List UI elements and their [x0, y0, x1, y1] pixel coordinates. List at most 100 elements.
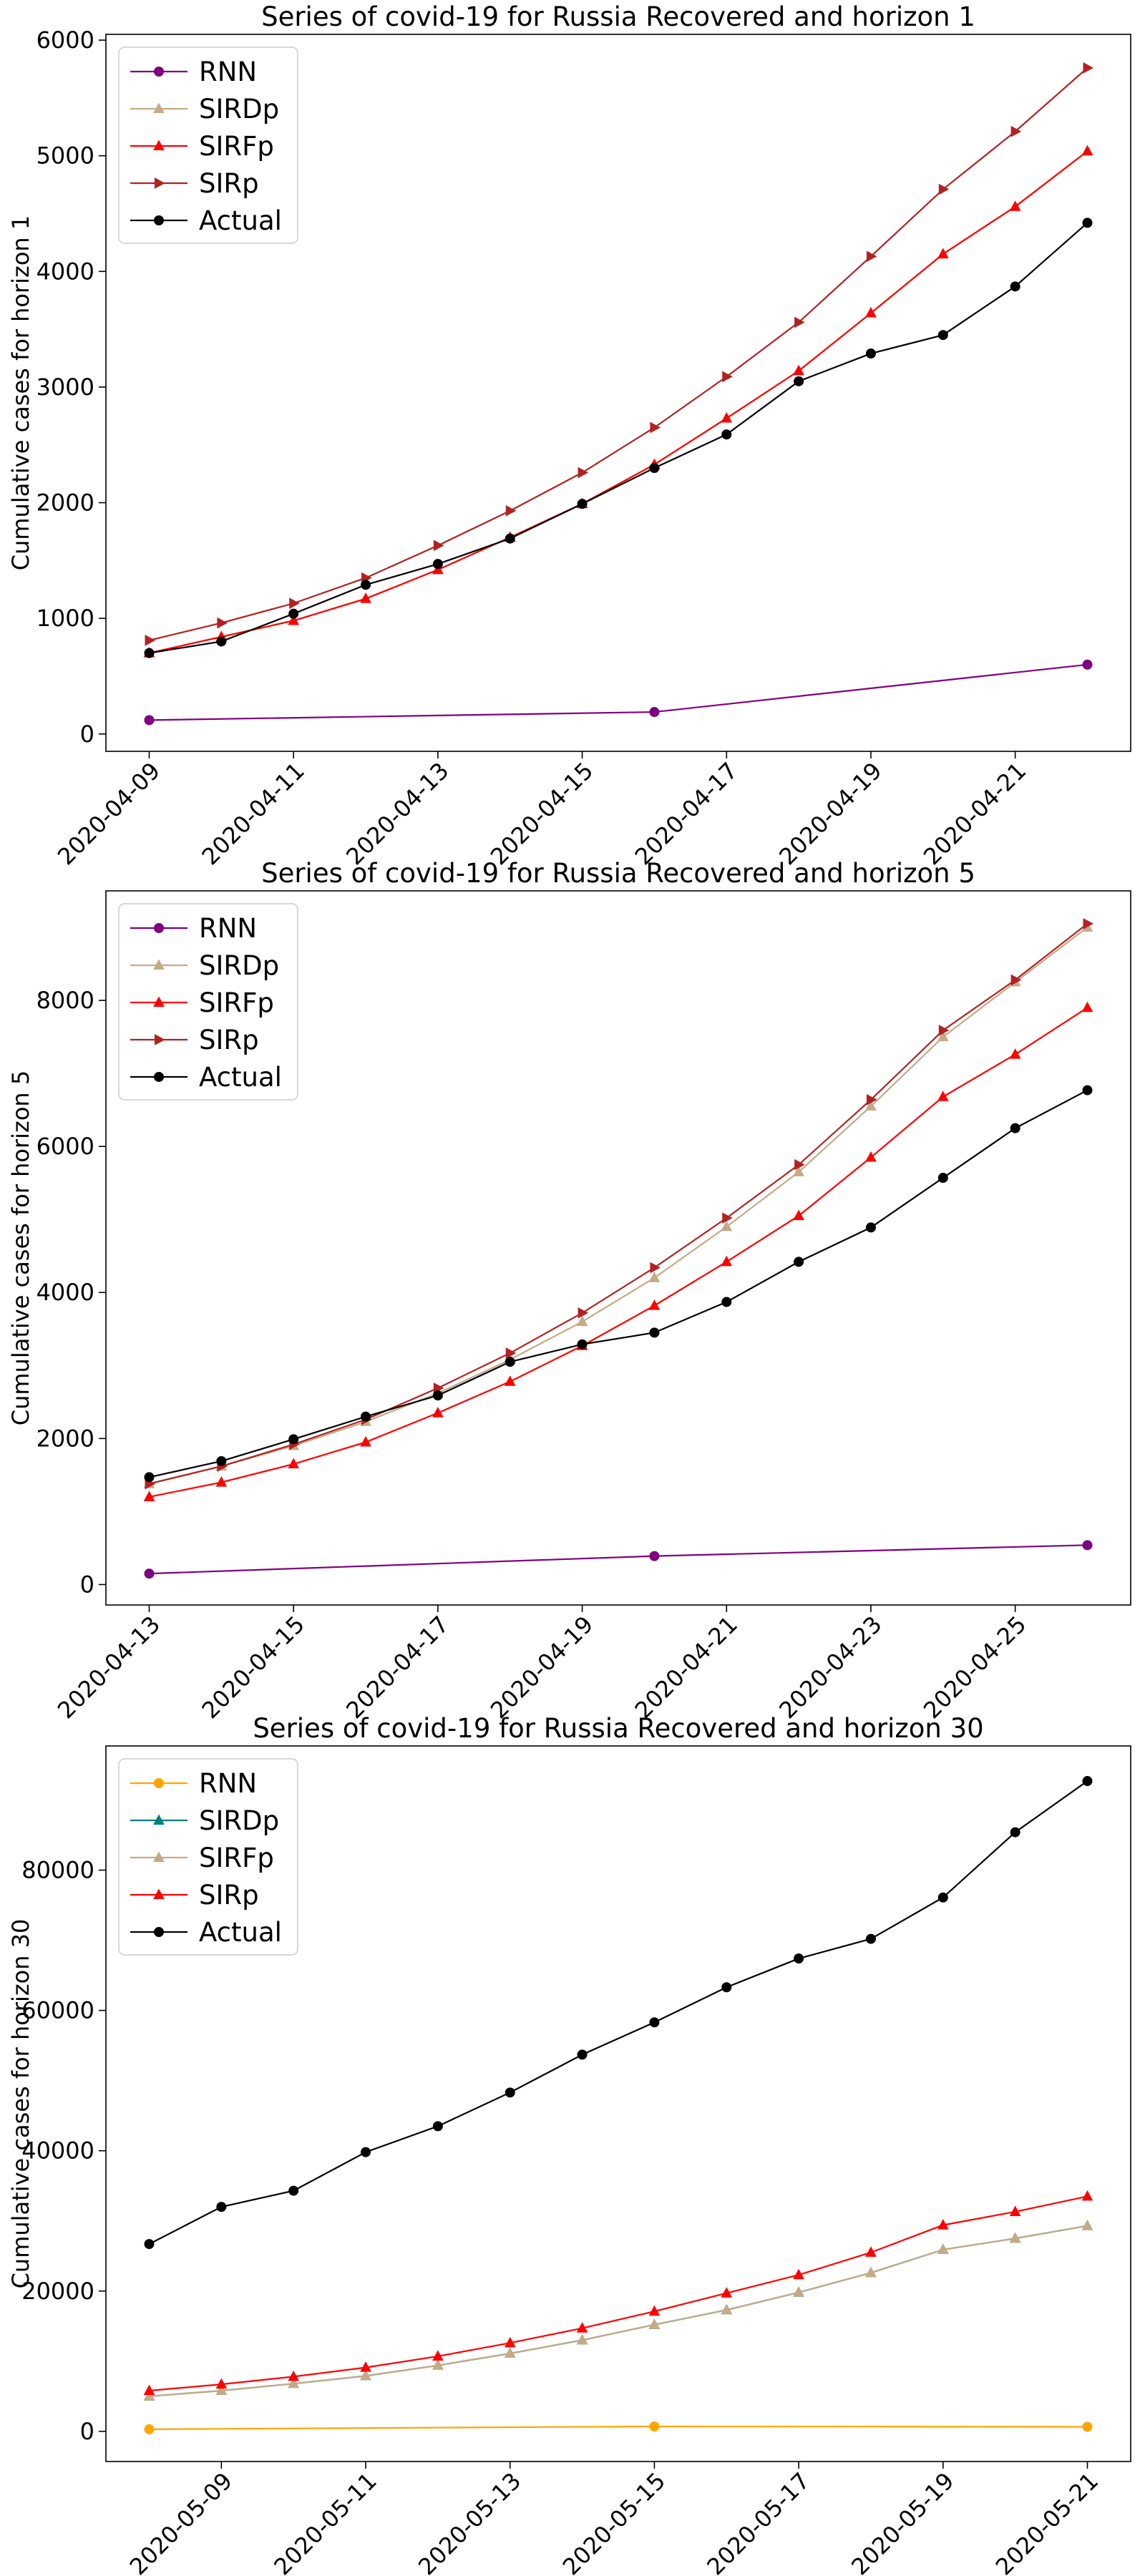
data-point-sirp: [288, 2370, 300, 2381]
y-tick-label: 5000: [36, 142, 94, 170]
data-point-sirp: [937, 2219, 949, 2230]
data-point-rnn: [649, 1551, 660, 1561]
data-point-actual: [577, 2049, 588, 2060]
data-point-sirp: [650, 1262, 661, 1274]
data-point-actual: [144, 648, 155, 658]
data-point-sirp: [1081, 2190, 1093, 2201]
data-point-sirfp: [360, 592, 371, 603]
series-line-sirfp: [149, 2225, 1088, 2397]
data-point-rnn: [649, 2421, 660, 2431]
legend-label: Actual: [199, 1062, 282, 1093]
y-tick-label: 2000: [36, 1425, 94, 1452]
data-point-sirfp: [793, 1209, 804, 1221]
y-tick-label: 4000: [36, 258, 94, 285]
data-point-sirfp: [143, 1491, 155, 1501]
data-point-actual: [1010, 281, 1020, 292]
data-point-sirfp: [1009, 200, 1021, 211]
series-line-actual: [149, 1089, 1088, 1478]
y-tick-label: 2000: [36, 489, 94, 517]
data-point-actual: [432, 1390, 443, 1401]
data-point-rnn: [649, 707, 660, 718]
legend-swatch-marker: [154, 1927, 164, 1937]
data-point-sirfp: [432, 1407, 444, 1418]
series-line-actual: [149, 1780, 1088, 2245]
series-sirfp: [143, 1001, 1093, 1501]
data-point-rnn: [1082, 659, 1093, 670]
data-point-sirfp: [1081, 145, 1093, 156]
chart-title: Series of covid-19 for Russia Recovered …: [261, 1, 975, 32]
y-tick-label: 60000: [21, 1997, 94, 2024]
data-point-sirp: [938, 1025, 950, 1036]
data-point-actual: [216, 1455, 227, 1466]
data-point-sirp: [143, 2384, 155, 2395]
data-point-sirfp: [648, 1299, 661, 1310]
y-tick-label: 8000: [36, 987, 94, 1014]
legend-label: SIRFp: [199, 987, 274, 1018]
data-point-sirfp: [793, 364, 804, 376]
data-point-sirfp: [1009, 1048, 1021, 1059]
legend-swatch-marker: [154, 1778, 164, 1788]
data-point-actual: [1082, 218, 1093, 228]
legend-swatch-marker: [155, 1034, 165, 1045]
y-tick-label: 3000: [36, 374, 94, 401]
series-rnn: [144, 659, 1093, 726]
data-point-sirfp: [1081, 1001, 1093, 1013]
data-point-sirp: [794, 316, 805, 328]
legend-box: [118, 903, 298, 1101]
legend-label: SIRDp: [199, 1805, 279, 1836]
y-tick-label: 1000: [36, 605, 94, 632]
legend-label: Actual: [199, 1917, 282, 1948]
series-line-actual: [149, 222, 1088, 654]
data-point-sirfp: [432, 563, 444, 575]
legend-label: RNN: [199, 913, 257, 944]
data-point-actual: [721, 1982, 732, 1993]
data-point-actual: [288, 1434, 299, 1445]
data-point-actual: [937, 1892, 948, 1903]
y-tick-label: 0: [80, 721, 94, 748]
data-point-sirp: [217, 617, 228, 629]
data-point-actual: [361, 580, 371, 590]
data-point-sirfp: [937, 248, 949, 259]
data-point-sirp: [433, 540, 444, 552]
y-tick-label: 80000: [21, 1857, 94, 1884]
data-point-actual: [361, 2147, 371, 2157]
data-point-sirfp: [721, 412, 733, 423]
series-sirp: [143, 2190, 1093, 2395]
legend-swatch-marker: [153, 102, 165, 113]
data-point-sirfp: [793, 2286, 804, 2297]
data-point-sirp: [505, 505, 517, 517]
series-actual: [144, 1085, 1093, 1483]
data-point-rnn: [1082, 1540, 1093, 1551]
data-point-rnn: [144, 715, 155, 726]
data-point-sirp: [505, 1347, 517, 1359]
data-point-actual: [216, 636, 227, 647]
data-point-sirp: [938, 183, 950, 195]
legend-label: SIRFp: [199, 131, 274, 162]
plot-frame: [105, 890, 1131, 1606]
data-point-sirfp: [504, 1375, 516, 1386]
legend-swatch-marker: [153, 140, 165, 150]
y-tick-label: 6000: [36, 26, 94, 54]
data-point-actual: [794, 1257, 804, 1267]
chart-title: Series of covid-19 for Russia Recovered …: [253, 1713, 983, 1744]
data-point-sirfp: [865, 1151, 877, 1162]
data-point-sirfp: [288, 1458, 300, 1469]
y-tick-label: 6000: [36, 1133, 94, 1160]
data-point-actual: [937, 1173, 948, 1184]
y-tick-label: 4000: [36, 1279, 94, 1306]
data-point-sirp: [145, 635, 156, 646]
data-point-sirp: [1083, 918, 1094, 930]
y-tick-label: 20000: [21, 2278, 94, 2305]
data-point-sirp: [289, 597, 300, 609]
data-point-rnn: [1082, 2421, 1093, 2432]
series-line-sirfp: [149, 150, 1088, 654]
data-point-sirfp: [143, 2390, 155, 2401]
data-point-actual: [937, 330, 948, 341]
y-axis-label: Cumulative cases for horizon 30: [7, 1919, 34, 2289]
data-point-actual: [432, 2121, 443, 2132]
series-rnn: [144, 2421, 1093, 2434]
data-point-sirp: [865, 2246, 877, 2257]
legend: RNN SIRDp SIRFp SIRp Actual: [118, 47, 298, 244]
series-line-sirfp: [149, 1007, 1088, 1498]
